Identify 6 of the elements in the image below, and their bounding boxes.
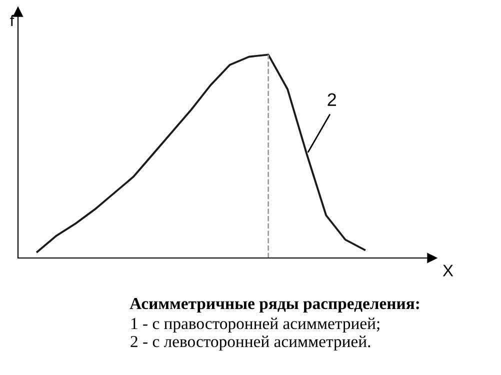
x-axis-title: X [442, 264, 454, 276]
text: 2 - с левосторонней асимметрией. [130, 336, 370, 351]
y-axis-title: f [10, 14, 14, 26]
annotation: 2 [328, 93, 336, 106]
text: 1 - с правосторонней асимметрией; [131, 318, 380, 333]
text: Асимметричные ряды распределения: [130, 298, 419, 313]
